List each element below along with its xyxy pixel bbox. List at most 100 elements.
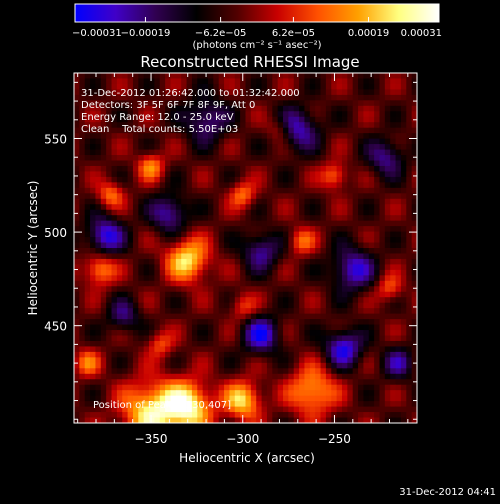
heatmap-cell	[106, 144, 112, 150]
heatmap-cell	[283, 89, 289, 96]
heatmap-cell	[250, 384, 257, 391]
heatmap-cell	[341, 390, 348, 397]
heatmap-cell	[213, 171, 220, 178]
heatmap-cell	[229, 373, 236, 380]
heatmap-cell	[384, 94, 391, 101]
heatmap-cell	[106, 149, 112, 156]
heatmap-cell	[197, 89, 204, 96]
heatmap-cell	[266, 395, 273, 402]
heatmap-cell	[74, 346, 80, 353]
heatmap-cell	[95, 275, 102, 282]
heatmap-cell	[207, 406, 214, 413]
heatmap-cell	[234, 401, 241, 407]
heatmap-cell	[400, 237, 407, 243]
heatmap-cell	[159, 187, 166, 194]
heatmap-cell	[266, 351, 273, 358]
heatmap-cell	[170, 286, 177, 293]
heatmap-cell	[352, 258, 359, 265]
heatmap-cell	[213, 346, 220, 353]
heatmap-cell	[395, 351, 402, 358]
heatmap-cell	[347, 144, 354, 150]
heatmap-cell	[79, 111, 86, 118]
heatmap-cell	[186, 335, 193, 342]
heatmap-cell	[358, 242, 364, 249]
heatmap-cell	[165, 390, 171, 397]
heatmap-cell	[261, 330, 268, 336]
heatmap-cell	[315, 193, 321, 200]
heatmap-cell	[320, 319, 327, 325]
heatmap-cell	[224, 94, 230, 101]
heatmap-cell	[191, 176, 198, 183]
heatmap-cell	[165, 182, 171, 189]
heatmap-cell	[331, 94, 338, 101]
heatmap-cell	[229, 209, 236, 216]
heatmap-cell	[122, 182, 128, 189]
heatmap-cell	[229, 94, 236, 101]
heatmap-cell	[315, 258, 321, 265]
heatmap-cell	[395, 384, 402, 391]
heatmap-cell	[245, 258, 252, 265]
heatmap-cell	[245, 362, 252, 369]
heatmap-cell	[341, 198, 348, 205]
heatmap-cell	[149, 384, 155, 391]
heatmap-cell	[395, 319, 402, 325]
heatmap-cell	[379, 209, 386, 216]
heatmap-cell	[261, 138, 268, 145]
heatmap-cell	[165, 346, 171, 353]
heatmap-cell	[341, 83, 348, 90]
heatmap-cell	[127, 149, 134, 156]
heatmap-cell	[320, 127, 327, 134]
heatmap-cell	[165, 264, 171, 271]
heatmap-cell	[234, 368, 241, 375]
heatmap-cell	[240, 324, 246, 331]
heatmap-cell	[245, 83, 252, 90]
heatmap-cell	[304, 105, 311, 112]
heatmap-cell	[90, 286, 96, 293]
heatmap-cell	[395, 291, 402, 298]
heatmap-cell	[116, 291, 123, 298]
heatmap-cell	[95, 373, 102, 380]
heatmap-cell	[390, 406, 396, 413]
heatmap-cell	[315, 198, 321, 205]
heatmap-cell	[363, 111, 370, 118]
heatmap-cell	[234, 264, 241, 271]
heatmap-cell	[143, 395, 150, 402]
heatmap-cell	[320, 351, 327, 358]
heatmap-cell	[181, 390, 187, 397]
heatmap-cell	[90, 269, 96, 276]
heatmap-cell	[95, 193, 102, 200]
heatmap-cell	[122, 280, 128, 287]
heatmap-cell	[100, 182, 107, 189]
heatmap-cell	[90, 209, 96, 216]
heatmap-cell	[202, 94, 209, 101]
heatmap-cell	[84, 105, 91, 112]
heatmap-cell	[154, 346, 161, 353]
heatmap-cell	[229, 242, 236, 249]
heatmap-cell	[400, 319, 407, 325]
heatmap-cell	[116, 133, 123, 140]
heatmap-cell	[90, 111, 96, 118]
heatmap-cell	[256, 269, 262, 276]
heatmap-cell	[100, 291, 107, 298]
heatmap-cell	[90, 182, 96, 189]
heatmap-cell	[315, 297, 321, 304]
heatmap-cell	[277, 395, 284, 402]
heatmap-cell	[368, 204, 375, 211]
heatmap-cell	[186, 122, 193, 129]
heatmap-cell	[197, 204, 204, 211]
heatmap-cell	[111, 286, 118, 293]
heatmap-cell	[336, 335, 343, 342]
heatmap-cell	[384, 83, 391, 90]
heatmap-cell	[384, 401, 391, 407]
heatmap-cell	[309, 231, 316, 238]
heatmap-cell	[320, 297, 327, 304]
heatmap-cell	[293, 286, 300, 293]
heatmap-cell	[213, 297, 220, 304]
heatmap-cell	[384, 280, 391, 287]
heatmap-cell	[159, 198, 166, 205]
heatmap-cell	[74, 253, 80, 260]
heatmap-cell	[374, 248, 380, 254]
heatmap-cell	[154, 209, 161, 216]
heatmap-cell	[191, 417, 198, 424]
heatmap-cell	[175, 319, 182, 325]
